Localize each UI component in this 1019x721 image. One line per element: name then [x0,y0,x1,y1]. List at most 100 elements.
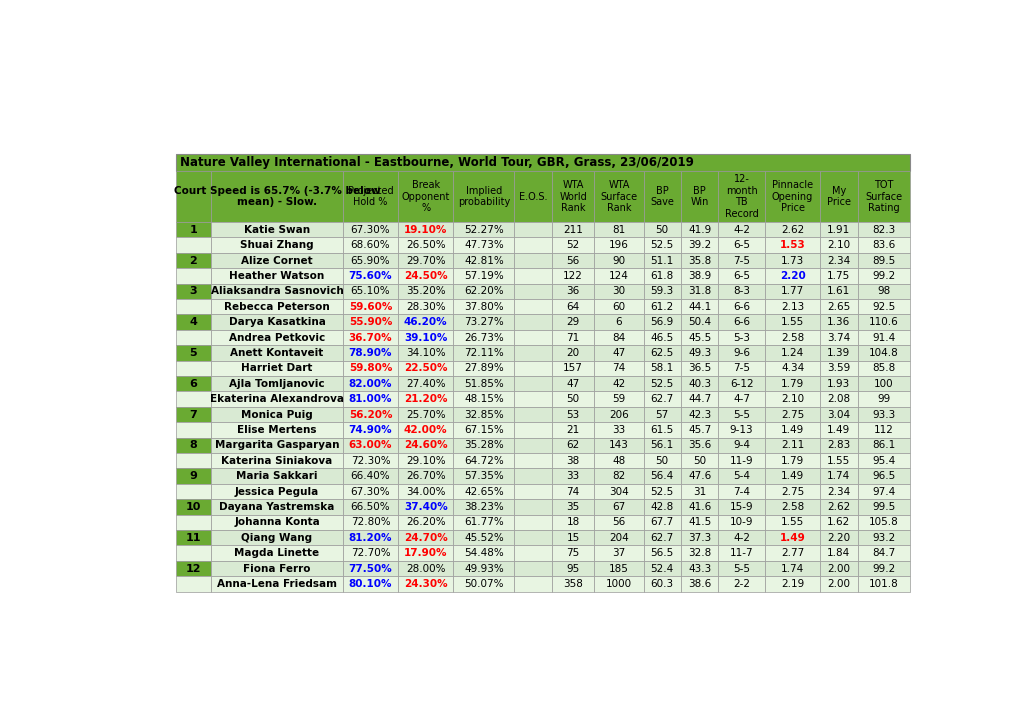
Text: 27.40%: 27.40% [406,379,445,389]
Text: 8: 8 [190,441,197,451]
Text: 51.85%: 51.85% [464,379,503,389]
Text: 1.49: 1.49 [781,471,803,481]
Text: 72.30%: 72.30% [351,456,390,466]
Text: 206: 206 [608,410,628,420]
Text: Johanna Konta: Johanna Konta [234,518,320,527]
Bar [857,392,909,407]
Text: 2.10: 2.10 [781,394,803,404]
Text: 9-13: 9-13 [730,425,753,435]
Bar [717,453,764,469]
Bar [342,171,397,222]
Text: Projected
Hold %: Projected Hold % [347,186,393,208]
Bar [551,314,594,329]
Bar [717,515,764,530]
Text: Qiang Wang: Qiang Wang [242,533,312,543]
Bar [175,376,211,392]
Bar [681,561,717,576]
Bar [514,546,551,561]
Text: 45.52%: 45.52% [464,533,503,543]
Text: Andrea Petkovic: Andrea Petkovic [228,332,325,342]
Text: 24.60%: 24.60% [404,441,447,451]
Text: 1.74: 1.74 [826,471,850,481]
Text: 112: 112 [873,425,893,435]
Text: 32.85%: 32.85% [464,410,503,420]
Bar [452,407,514,423]
Text: 26.50%: 26.50% [406,240,445,250]
Bar [594,314,643,329]
Bar [717,345,764,360]
Bar [397,469,452,484]
Text: 68.60%: 68.60% [351,240,390,250]
Bar [764,561,819,576]
Text: 1.93: 1.93 [826,379,850,389]
Text: 95.4: 95.4 [871,456,895,466]
Text: Ekaterina Alexandrova: Ekaterina Alexandrova [210,394,343,404]
Bar [397,376,452,392]
Bar [717,561,764,576]
Text: 21.20%: 21.20% [404,394,447,404]
Bar [764,345,819,360]
Bar [452,530,514,546]
Bar [681,376,717,392]
Text: 77.50%: 77.50% [348,564,392,573]
Bar [397,360,452,376]
Bar [514,376,551,392]
Bar [857,237,909,253]
Text: 27.89%: 27.89% [464,363,503,373]
Bar [819,469,857,484]
Bar [514,253,551,268]
Bar [175,345,211,360]
Text: 4: 4 [190,317,197,327]
Bar [594,499,643,515]
Bar [717,253,764,268]
Bar [594,268,643,283]
Bar [452,392,514,407]
Bar [819,171,857,222]
Bar [717,360,764,376]
Text: Margarita Gasparyan: Margarita Gasparyan [215,441,339,451]
Text: 2.77: 2.77 [781,548,803,558]
Text: 1.61: 1.61 [826,286,850,296]
Bar [452,314,514,329]
Text: 56: 56 [611,518,625,527]
Text: 52.5: 52.5 [650,379,674,389]
Bar [681,423,717,438]
Text: 67.30%: 67.30% [351,487,390,497]
Text: 59.60%: 59.60% [348,302,391,311]
Text: 52: 52 [566,240,579,250]
Bar [551,268,594,283]
Text: 53: 53 [566,410,579,420]
Bar [764,453,819,469]
Bar [211,299,342,314]
Bar [175,222,211,237]
Text: 1.73: 1.73 [781,255,803,265]
Bar [342,314,397,329]
Text: 124: 124 [608,271,629,281]
Bar [397,484,452,499]
Text: 39.10%: 39.10% [404,332,447,342]
Bar [643,329,681,345]
Text: 35.28%: 35.28% [464,441,503,451]
Bar [681,345,717,360]
Bar [643,484,681,499]
Bar [175,154,909,171]
Text: 82.3: 82.3 [871,225,895,235]
Bar [681,453,717,469]
Text: 24.30%: 24.30% [404,579,447,589]
Bar [717,171,764,222]
Text: 57: 57 [655,410,668,420]
Bar [452,329,514,345]
Text: 99.2: 99.2 [871,564,895,573]
Text: 7-4: 7-4 [733,487,749,497]
Text: 3.59: 3.59 [826,363,850,373]
Bar [397,222,452,237]
Text: 2.75: 2.75 [781,487,803,497]
Text: 19.10%: 19.10% [404,225,447,235]
Text: Ajla Tomljanovic: Ajla Tomljanovic [229,379,324,389]
Bar [819,453,857,469]
Text: 1.55: 1.55 [826,456,850,466]
Text: 1.84: 1.84 [826,548,850,558]
Bar [514,484,551,499]
Text: 104.8: 104.8 [868,348,898,358]
Bar [211,561,342,576]
